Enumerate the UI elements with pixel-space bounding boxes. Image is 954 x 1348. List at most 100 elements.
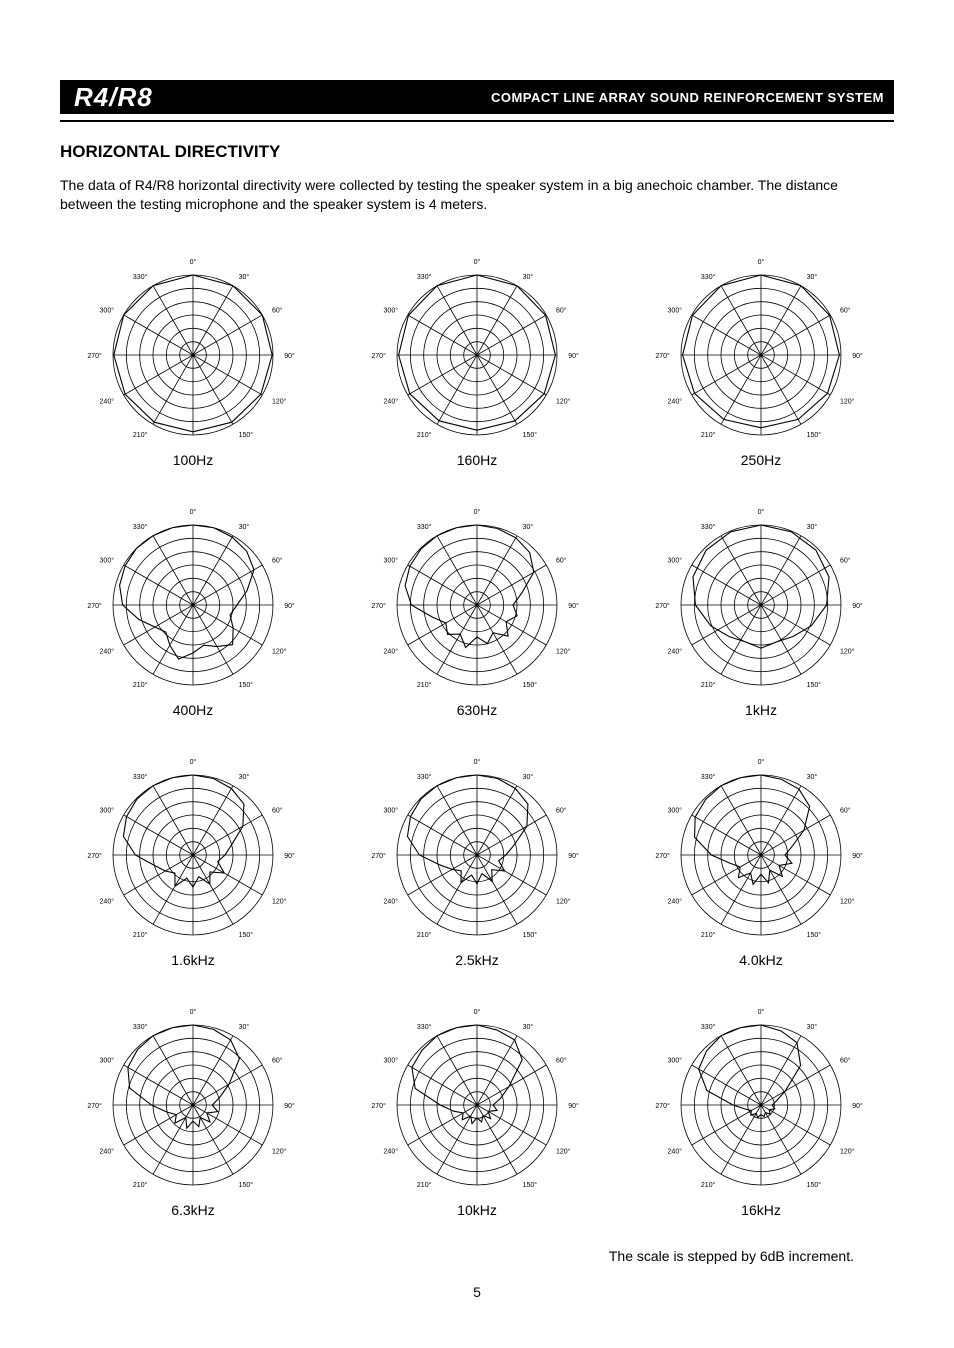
svg-text:240°: 240° — [668, 647, 683, 655]
svg-text:30°: 30° — [523, 523, 534, 531]
polar-chart: 0°30°60°90°120°150°180°210°240°270°300°3… — [78, 986, 308, 1218]
svg-text:120°: 120° — [556, 1147, 571, 1155]
svg-text:330°: 330° — [133, 273, 148, 281]
svg-text:210°: 210° — [133, 681, 148, 689]
chart-label: 250Hz — [646, 452, 876, 468]
svg-text:120°: 120° — [840, 1147, 855, 1155]
polar-chart: 0°30°60°90°120°150°180°210°240°270°300°3… — [646, 486, 876, 718]
header-bar: R4/R8 COMPACT LINE ARRAY SOUND REINFORCE… — [60, 80, 894, 114]
svg-text:210°: 210° — [417, 931, 432, 939]
svg-text:0°: 0° — [190, 258, 197, 266]
svg-text:150°: 150° — [523, 1181, 538, 1189]
svg-text:120°: 120° — [556, 647, 571, 655]
svg-text:30°: 30° — [239, 523, 250, 531]
svg-text:60°: 60° — [840, 806, 851, 814]
svg-text:150°: 150° — [523, 431, 538, 439]
model-name: R4/R8 — [60, 82, 167, 113]
svg-text:330°: 330° — [417, 773, 432, 781]
svg-text:90°: 90° — [568, 602, 579, 610]
svg-text:240°: 240° — [100, 397, 115, 405]
svg-text:120°: 120° — [272, 647, 287, 655]
polar-svg: 0°30°60°90°120°150°180°210°240°270°300°3… — [362, 486, 592, 696]
svg-text:150°: 150° — [239, 681, 254, 689]
svg-text:240°: 240° — [668, 897, 683, 905]
page-number: 5 — [60, 1284, 894, 1300]
svg-text:270°: 270° — [371, 852, 386, 860]
polar-chart: 0°30°60°90°120°150°180°210°240°270°300°3… — [362, 736, 592, 968]
svg-text:120°: 120° — [556, 397, 571, 405]
svg-text:330°: 330° — [133, 523, 148, 531]
chart-label: 1kHz — [646, 702, 876, 718]
svg-text:90°: 90° — [284, 352, 295, 360]
svg-text:240°: 240° — [384, 1147, 399, 1155]
chart-label: 1.6kHz — [78, 952, 308, 968]
chart-grid: 0°30°60°90°120°150°180°210°240°270°300°3… — [60, 236, 894, 1218]
svg-text:30°: 30° — [807, 1023, 818, 1031]
svg-text:90°: 90° — [852, 1102, 863, 1110]
chart-label: 4.0kHz — [646, 952, 876, 968]
svg-text:30°: 30° — [239, 773, 250, 781]
polar-svg: 0°30°60°90°120°150°180°210°240°270°300°3… — [646, 486, 876, 696]
svg-text:270°: 270° — [655, 1102, 670, 1110]
svg-text:90°: 90° — [568, 352, 579, 360]
svg-text:0°: 0° — [474, 258, 481, 266]
polar-svg: 0°30°60°90°120°150°180°210°240°270°300°3… — [78, 736, 308, 946]
chart-label: 2.5kHz — [362, 952, 592, 968]
polar-chart: 0°30°60°90°120°150°180°210°240°270°300°3… — [78, 236, 308, 468]
svg-text:300°: 300° — [668, 1056, 683, 1064]
polar-chart: 0°30°60°90°120°150°180°210°240°270°300°3… — [646, 736, 876, 968]
svg-text:240°: 240° — [384, 897, 399, 905]
svg-text:30°: 30° — [807, 273, 818, 281]
polar-svg: 0°30°60°90°120°150°180°210°240°270°300°3… — [646, 736, 876, 946]
svg-text:210°: 210° — [701, 431, 716, 439]
svg-text:60°: 60° — [556, 306, 567, 314]
svg-text:90°: 90° — [852, 602, 863, 610]
svg-text:150°: 150° — [239, 1181, 254, 1189]
chart-label: 630Hz — [362, 702, 592, 718]
svg-text:0°: 0° — [190, 508, 197, 516]
svg-text:0°: 0° — [758, 258, 765, 266]
svg-text:240°: 240° — [100, 647, 115, 655]
svg-text:240°: 240° — [100, 1147, 115, 1155]
svg-text:0°: 0° — [474, 508, 481, 516]
svg-text:0°: 0° — [190, 758, 197, 766]
polar-svg: 0°30°60°90°120°150°180°210°240°270°300°3… — [362, 986, 592, 1196]
polar-chart: 0°30°60°90°120°150°180°210°240°270°300°3… — [646, 986, 876, 1218]
polar-svg: 0°30°60°90°120°150°180°210°240°270°300°3… — [646, 236, 876, 446]
svg-text:300°: 300° — [384, 556, 399, 564]
svg-text:210°: 210° — [133, 431, 148, 439]
svg-text:270°: 270° — [371, 1102, 386, 1110]
svg-text:60°: 60° — [272, 806, 283, 814]
svg-text:60°: 60° — [840, 556, 851, 564]
svg-text:210°: 210° — [133, 1181, 148, 1189]
svg-text:150°: 150° — [523, 681, 538, 689]
svg-text:60°: 60° — [272, 306, 283, 314]
svg-text:300°: 300° — [100, 806, 115, 814]
svg-text:120°: 120° — [272, 397, 287, 405]
svg-text:0°: 0° — [758, 1008, 765, 1016]
svg-text:30°: 30° — [523, 273, 534, 281]
svg-text:120°: 120° — [840, 647, 855, 655]
svg-text:90°: 90° — [852, 852, 863, 860]
svg-text:120°: 120° — [272, 897, 287, 905]
svg-text:210°: 210° — [417, 431, 432, 439]
svg-text:240°: 240° — [668, 1147, 683, 1155]
chart-label: 6.3kHz — [78, 1202, 308, 1218]
svg-text:30°: 30° — [239, 1023, 250, 1031]
svg-text:330°: 330° — [701, 1023, 716, 1031]
svg-text:150°: 150° — [239, 431, 254, 439]
svg-text:0°: 0° — [474, 758, 481, 766]
svg-text:330°: 330° — [701, 273, 716, 281]
svg-text:120°: 120° — [840, 397, 855, 405]
polar-chart: 0°30°60°90°120°150°180°210°240°270°300°3… — [362, 986, 592, 1218]
polar-chart: 0°30°60°90°120°150°180°210°240°270°300°3… — [362, 486, 592, 718]
svg-text:30°: 30° — [807, 523, 818, 531]
svg-text:300°: 300° — [668, 806, 683, 814]
svg-text:300°: 300° — [100, 556, 115, 564]
svg-text:270°: 270° — [87, 852, 102, 860]
svg-text:120°: 120° — [556, 897, 571, 905]
svg-text:60°: 60° — [272, 1056, 283, 1064]
svg-text:60°: 60° — [556, 1056, 567, 1064]
svg-text:330°: 330° — [133, 773, 148, 781]
svg-text:150°: 150° — [807, 931, 822, 939]
